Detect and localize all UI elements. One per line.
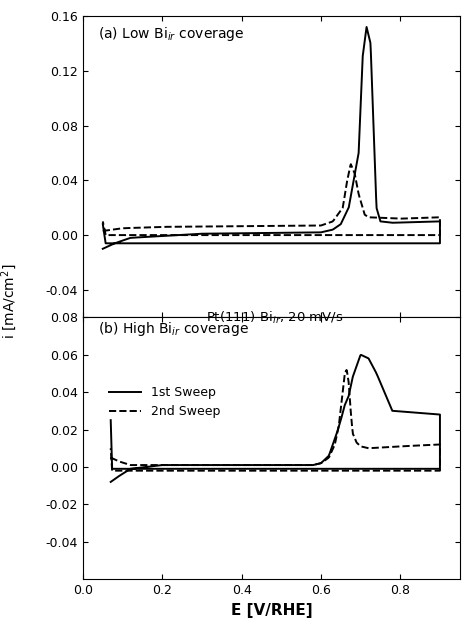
Text: Pt(111)-Bi$_{ir}$, 20 mV/s: Pt(111)-Bi$_{ir}$, 20 mV/s bbox=[206, 310, 344, 326]
Text: (a) Low Bi$_{ir}$ coverage: (a) Low Bi$_{ir}$ coverage bbox=[98, 25, 245, 43]
X-axis label: E [V/RHE]: E [V/RHE] bbox=[230, 603, 312, 618]
Text: i [mA/cm$^{2}$]: i [mA/cm$^{2}$] bbox=[0, 263, 19, 339]
Legend: 1st Sweep, 2nd Sweep: 1st Sweep, 2nd Sweep bbox=[104, 381, 225, 424]
Text: (b) High Bi$_{ir}$ coverage: (b) High Bi$_{ir}$ coverage bbox=[98, 320, 249, 338]
